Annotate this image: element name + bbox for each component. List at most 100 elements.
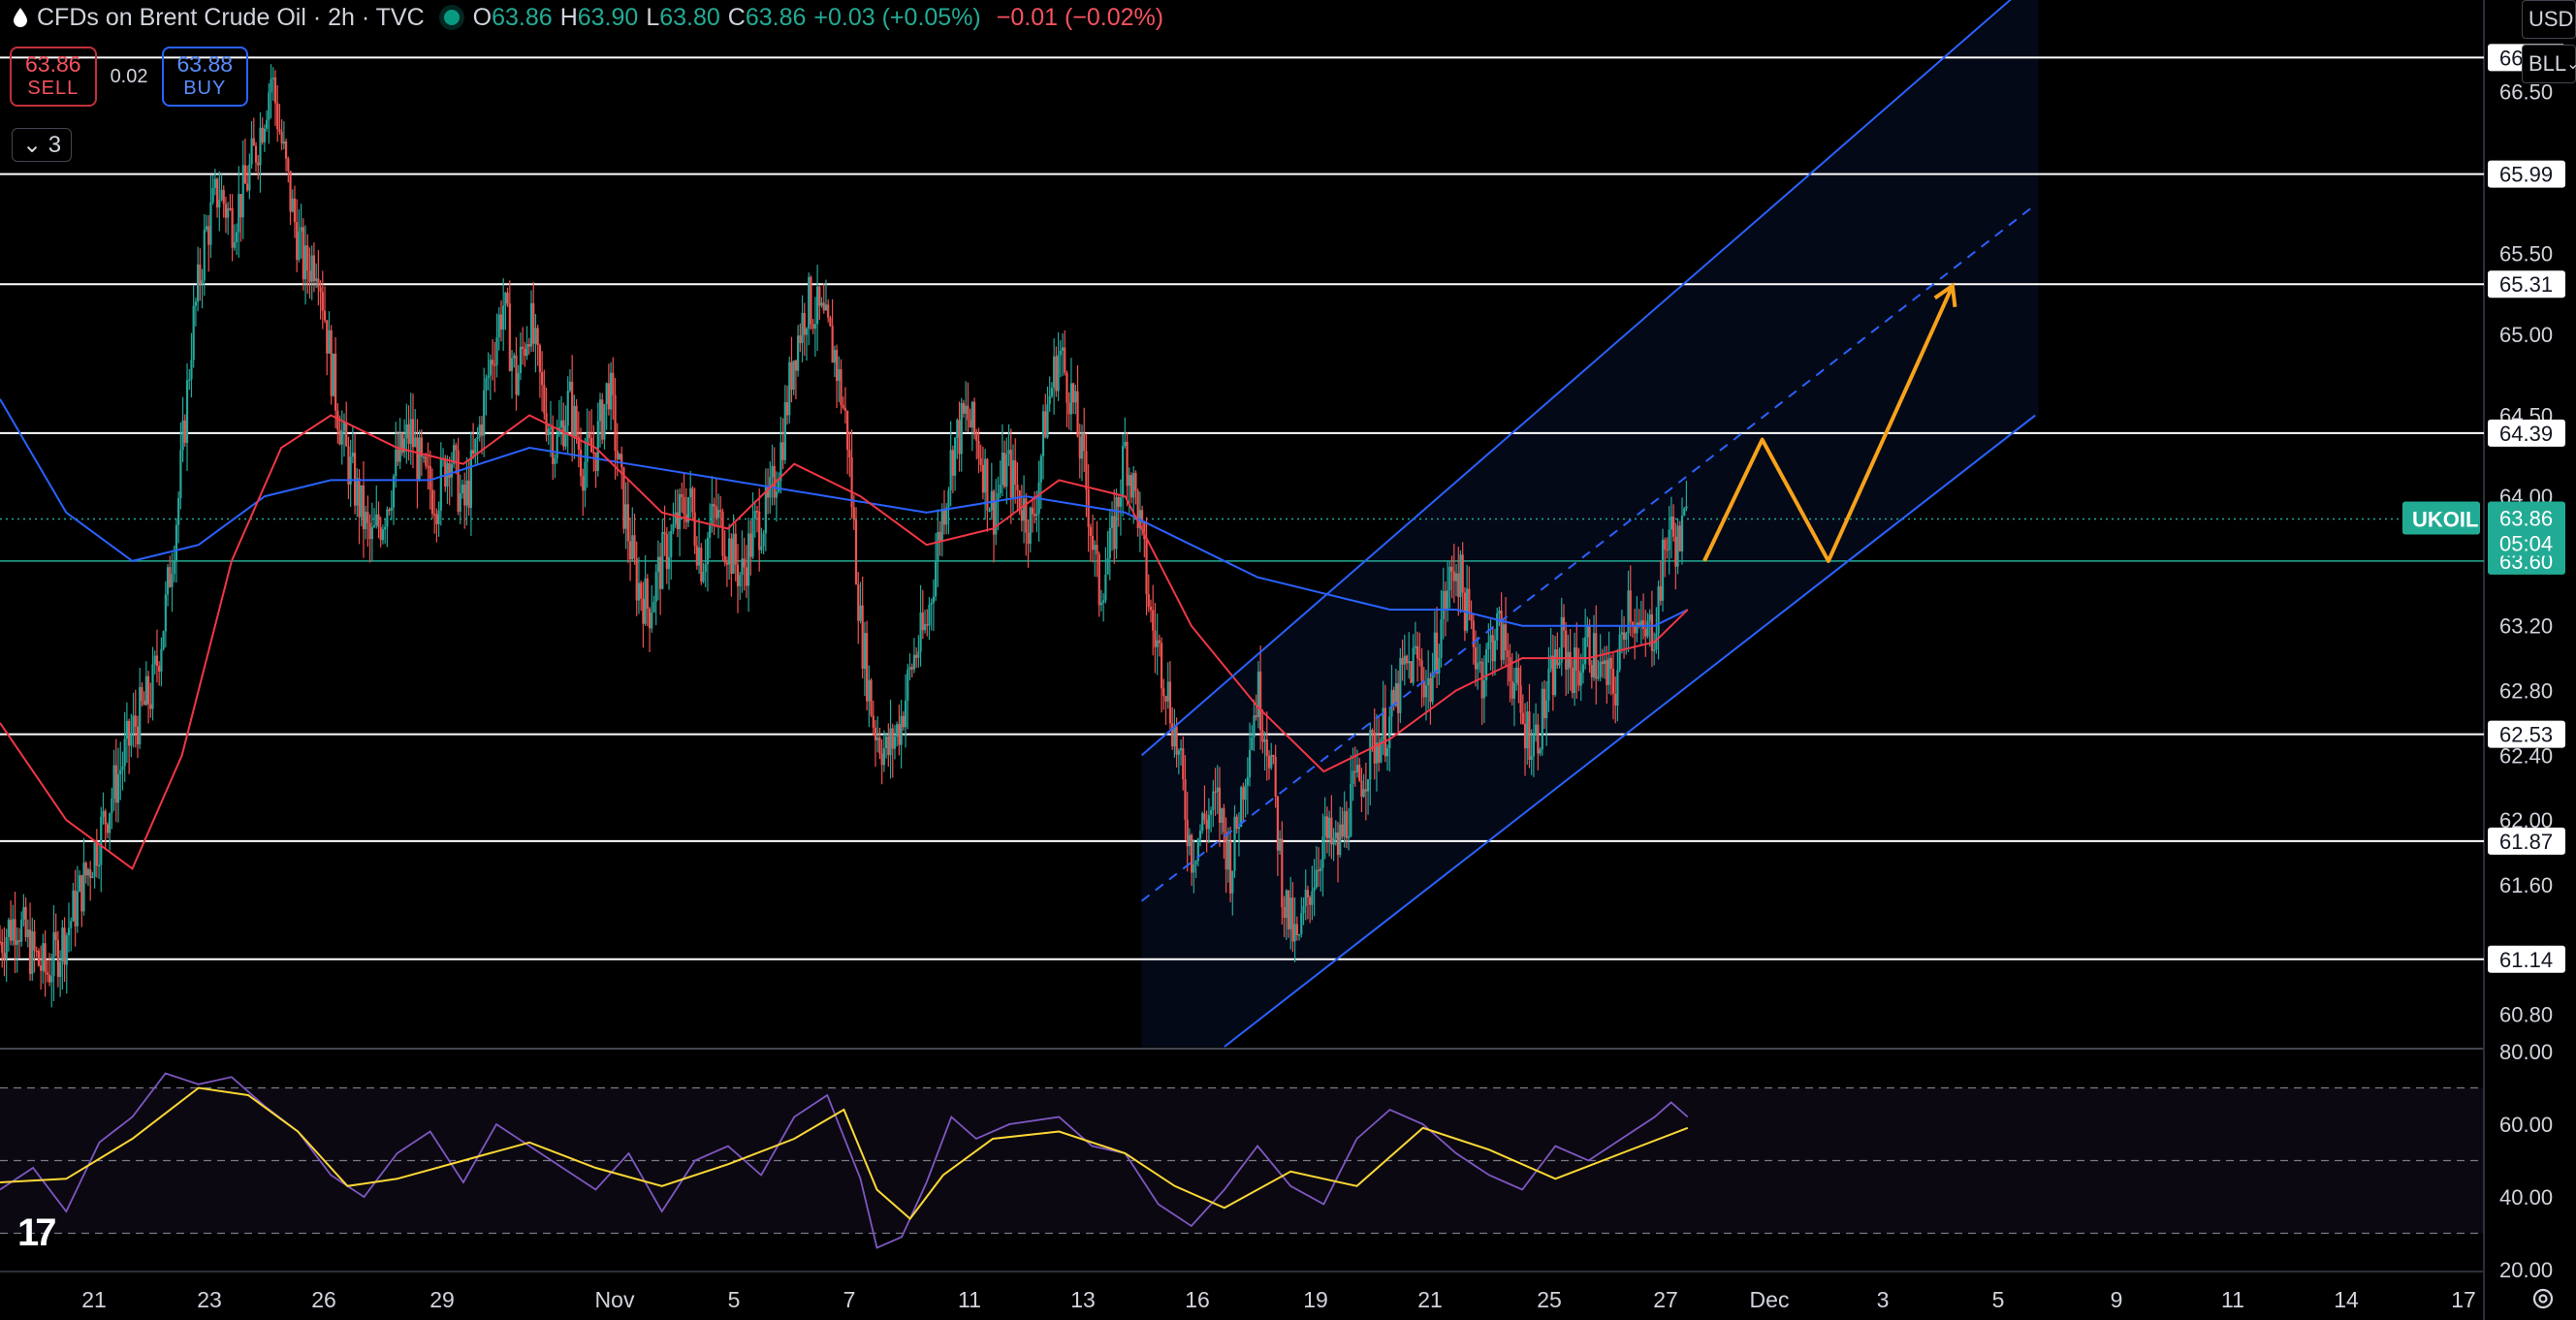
candle-body xyxy=(20,919,23,942)
candle-body xyxy=(1099,602,1103,606)
candle-body xyxy=(1487,642,1490,650)
candle-body xyxy=(1201,813,1204,832)
candle-body xyxy=(1212,791,1215,810)
candle-body xyxy=(1507,649,1510,658)
candle-body xyxy=(536,328,539,346)
currency-selector[interactable]: USD ⌄ xyxy=(2522,0,2576,39)
candle-body xyxy=(1414,645,1416,648)
candle-body xyxy=(1235,816,1238,830)
candle-body xyxy=(1080,433,1084,459)
candle-body xyxy=(1065,372,1068,403)
candle-body xyxy=(935,561,938,597)
symbol-title[interactable]: CFDs on Brent Crude Oil · 2h · TVC xyxy=(37,3,425,31)
candle-body xyxy=(1636,622,1638,634)
candle-body xyxy=(42,943,45,971)
candle-body xyxy=(259,127,262,166)
close-value: 63.86 xyxy=(745,3,807,31)
candle-body xyxy=(1468,588,1471,613)
candle-body xyxy=(519,346,523,373)
candle-body xyxy=(70,921,73,928)
buy-button[interactable]: 63.88 BUY xyxy=(161,47,249,107)
candle-body xyxy=(1403,655,1406,665)
candle-body xyxy=(483,390,486,436)
candle-body xyxy=(1233,816,1236,871)
candle-body xyxy=(392,476,396,508)
candle-body xyxy=(753,511,756,519)
candle-body xyxy=(1592,633,1596,677)
candle-body xyxy=(1412,647,1415,683)
candle-body xyxy=(1223,808,1225,833)
candle-body xyxy=(1046,404,1049,438)
candle-body xyxy=(65,935,68,965)
candle-body xyxy=(932,596,936,604)
candle-body xyxy=(227,207,230,218)
candle-body xyxy=(571,381,574,437)
candle-body xyxy=(439,457,442,511)
candle-body xyxy=(755,511,759,513)
time-tick-label: 16 xyxy=(1185,1287,1210,1312)
candle-body xyxy=(17,940,21,942)
candle-body xyxy=(1059,350,1062,356)
price-tick-label: 61.60 xyxy=(2499,873,2553,897)
candle-body xyxy=(1480,661,1483,699)
candle-body xyxy=(478,424,481,438)
candle-body xyxy=(674,512,677,524)
candle-body xyxy=(298,231,301,261)
time-tick-label: 21 xyxy=(1417,1287,1443,1312)
candle-body xyxy=(594,452,597,472)
candle-body xyxy=(164,594,167,632)
time-tick-label: 13 xyxy=(1070,1287,1096,1312)
candle-body xyxy=(663,532,666,535)
candle-body xyxy=(1315,869,1318,888)
candle-body xyxy=(1177,750,1180,755)
candle-body xyxy=(455,445,458,451)
gear-icon[interactable] xyxy=(2529,1285,2557,1312)
candle-body xyxy=(347,446,350,485)
high-label: H xyxy=(559,3,578,31)
candle-body xyxy=(1519,685,1522,713)
rsi-tick-label: 80.00 xyxy=(2499,1040,2553,1064)
sell-button[interactable]: 63.86 SELL xyxy=(10,47,97,107)
candle-body xyxy=(1320,867,1322,871)
candle-body xyxy=(502,305,505,330)
candle-body xyxy=(155,655,159,667)
time-tick-label: 27 xyxy=(1653,1287,1678,1312)
candle-body xyxy=(827,304,830,318)
candle-body xyxy=(395,449,398,477)
candle-body xyxy=(977,441,980,458)
candle-body xyxy=(497,314,500,338)
change-secondary-value: −0.01 (−0.02%) xyxy=(996,3,1164,31)
candle-body xyxy=(605,383,608,405)
candle-body xyxy=(1162,688,1165,697)
candle-body xyxy=(1011,460,1015,498)
candle-body xyxy=(1339,824,1342,856)
candle-body xyxy=(1405,655,1409,664)
candle-body xyxy=(302,227,304,280)
candle-body xyxy=(1588,624,1591,666)
candle-body xyxy=(1129,475,1133,498)
candle-body xyxy=(1517,667,1520,686)
candle-body xyxy=(5,936,8,959)
candle-body xyxy=(1259,671,1262,731)
unit-selector[interactable]: BLL ⌄ xyxy=(2522,45,2576,83)
candle-body xyxy=(72,890,75,922)
candle-body xyxy=(1295,924,1298,935)
candle-body xyxy=(321,292,324,311)
candle-body xyxy=(1267,756,1271,769)
candle-body xyxy=(82,863,85,912)
candle-body xyxy=(811,324,814,330)
rsi-tick-label: 40.00 xyxy=(2499,1185,2553,1210)
tradingview-logo-icon[interactable]: 17 xyxy=(17,1211,56,1254)
indicators-collapse-button[interactable]: ⌄ 3 xyxy=(12,128,73,162)
last-price-label-box xyxy=(2488,501,2565,556)
candle-body xyxy=(652,601,655,613)
candle-body xyxy=(1484,649,1488,680)
candle-body xyxy=(1509,657,1511,681)
candle-body xyxy=(670,530,673,557)
candle-body xyxy=(14,919,16,945)
candle-body xyxy=(1323,816,1326,837)
candle-body xyxy=(80,875,83,912)
sell-price: 63.86 xyxy=(25,51,81,77)
candle-body xyxy=(1001,452,1003,486)
